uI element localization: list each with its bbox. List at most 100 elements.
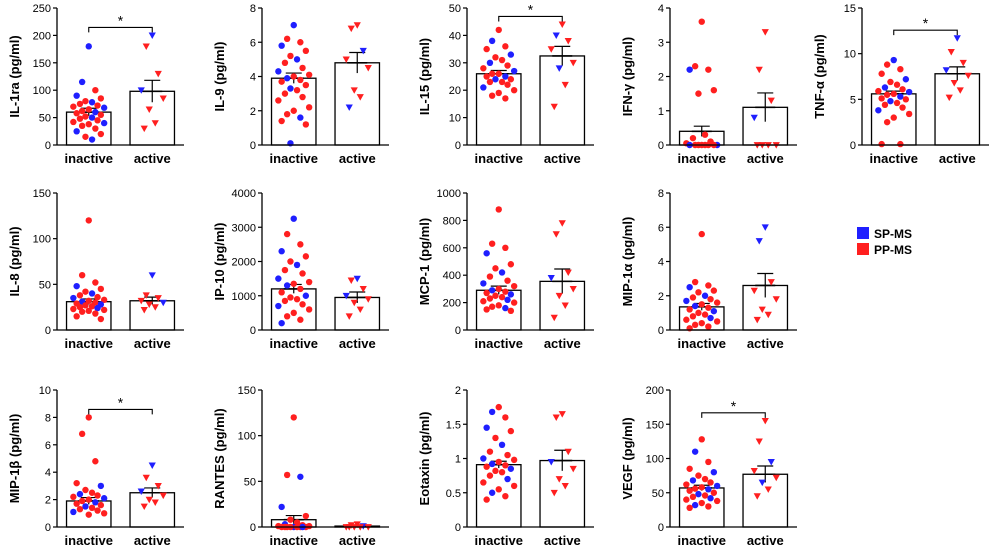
data-point-inactive	[492, 76, 499, 83]
data-point-inactive	[97, 95, 105, 102]
data-point-inactive	[897, 140, 904, 148]
data-point-inactive	[293, 261, 301, 269]
data-point-inactive	[483, 306, 490, 313]
data-point-inactive	[705, 66, 712, 73]
x-tick-label-inactive: inactive	[65, 151, 113, 166]
data-point-inactive	[498, 56, 506, 64]
data-point-inactive	[883, 118, 891, 126]
data-point-active	[764, 311, 772, 319]
y-tick-label: 0	[45, 325, 51, 337]
data-point-inactive	[78, 272, 86, 279]
data-point-inactive	[691, 448, 699, 455]
data-point-active	[552, 32, 560, 39]
y-tick-label: 200	[33, 30, 51, 42]
data-point-inactive	[691, 485, 699, 492]
data-point-inactive	[902, 96, 910, 103]
y-tick-label: 50	[244, 476, 256, 488]
y-tick-label: 150	[646, 419, 664, 431]
data-point-inactive	[305, 278, 313, 286]
y-tick-label: 15	[844, 3, 856, 15]
data-point-inactive	[893, 81, 901, 88]
x-tick-label-active: active	[339, 533, 376, 548]
data-point-active	[761, 417, 769, 425]
data-point-inactive	[705, 304, 712, 311]
y-tick-label: 0	[455, 140, 461, 152]
data-point-inactive	[695, 90, 702, 97]
x-tick-label-inactive: inactive	[65, 533, 113, 548]
data-point-inactive	[504, 475, 511, 483]
data-point-active	[561, 483, 569, 490]
bar-active	[539, 55, 586, 146]
data-point-inactive	[486, 59, 494, 66]
y-tick-label: 100	[33, 85, 51, 97]
data-point-inactive	[275, 302, 282, 310]
data-point-active	[569, 465, 577, 473]
x-tick-label-inactive: inactive	[678, 151, 726, 166]
data-point-active	[137, 87, 145, 94]
x-tick-label-active: active	[544, 151, 581, 166]
data-point-inactive	[293, 87, 301, 94]
data-point-inactive	[290, 107, 297, 114]
y-tick-label: 6	[658, 222, 664, 234]
data-point-active	[750, 287, 758, 295]
data-point-inactive	[698, 484, 705, 491]
data-point-inactive	[293, 519, 301, 526]
data-point-active	[154, 483, 162, 490]
data-point-inactive	[299, 301, 306, 308]
y-tick-label: 1	[455, 454, 461, 466]
data-point-inactive	[498, 269, 506, 276]
data-point-inactive	[78, 78, 86, 86]
data-point-inactive	[302, 81, 310, 89]
data-point-inactive	[483, 250, 490, 257]
data-point-inactive	[92, 499, 99, 506]
data-point-active	[758, 306, 766, 314]
y-tick-label: 800	[443, 215, 461, 227]
x-tick-label-inactive: inactive	[475, 151, 523, 166]
data-point-inactive	[510, 482, 518, 490]
y-axis-title: IL-15 (pg/ml)	[417, 38, 432, 115]
x-tick-label-active: active	[339, 336, 376, 351]
data-point-active	[550, 314, 558, 322]
data-point-inactive	[495, 89, 502, 97]
x-tick-label-active: active	[939, 151, 976, 166]
y-tick-label: 3	[658, 37, 664, 49]
x-tick-label-inactive: inactive	[270, 151, 318, 166]
y-tick-label: 4000	[232, 188, 256, 200]
data-point-inactive	[94, 117, 101, 124]
data-point-inactive	[890, 56, 897, 64]
data-point-inactive	[507, 261, 515, 268]
data-point-inactive	[97, 111, 105, 119]
data-point-inactive	[691, 63, 699, 70]
data-point-inactive	[290, 215, 297, 222]
data-point-inactive	[483, 73, 490, 80]
data-point-active	[142, 474, 150, 482]
data-point-inactive	[502, 73, 509, 80]
data-point-inactive	[76, 100, 84, 108]
data-point-inactive	[299, 93, 306, 101]
y-tick-label: 200	[646, 385, 664, 397]
data-point-active	[350, 87, 358, 94]
data-point-inactive	[82, 97, 89, 105]
data-point-inactive	[686, 66, 693, 73]
legend: SP-MS PP-MS	[857, 227, 912, 257]
panel-ifn: 0 1 2 3 4 inactive active IFN-γ (pg/ml)	[620, 3, 797, 166]
data-point-active	[359, 47, 367, 55]
y-tick-label: 1	[658, 106, 664, 118]
data-point-active	[151, 304, 159, 311]
data-point-inactive	[305, 104, 313, 111]
data-point-inactive	[278, 117, 285, 125]
data-point-inactive	[504, 62, 511, 69]
x-tick-label-inactive: inactive	[475, 533, 523, 548]
y-tick-label: 150	[238, 385, 256, 397]
data-point-inactive	[502, 244, 509, 251]
data-point-active	[364, 65, 372, 72]
data-point-active	[154, 70, 162, 78]
data-point-inactive	[486, 78, 494, 86]
data-point-inactive	[305, 306, 313, 313]
data-point-inactive	[507, 51, 515, 58]
bar-active	[129, 492, 176, 528]
data-point-inactive	[278, 248, 285, 255]
data-point-inactive	[502, 288, 509, 295]
data-point-active	[140, 503, 148, 511]
data-point-inactive	[283, 471, 291, 479]
